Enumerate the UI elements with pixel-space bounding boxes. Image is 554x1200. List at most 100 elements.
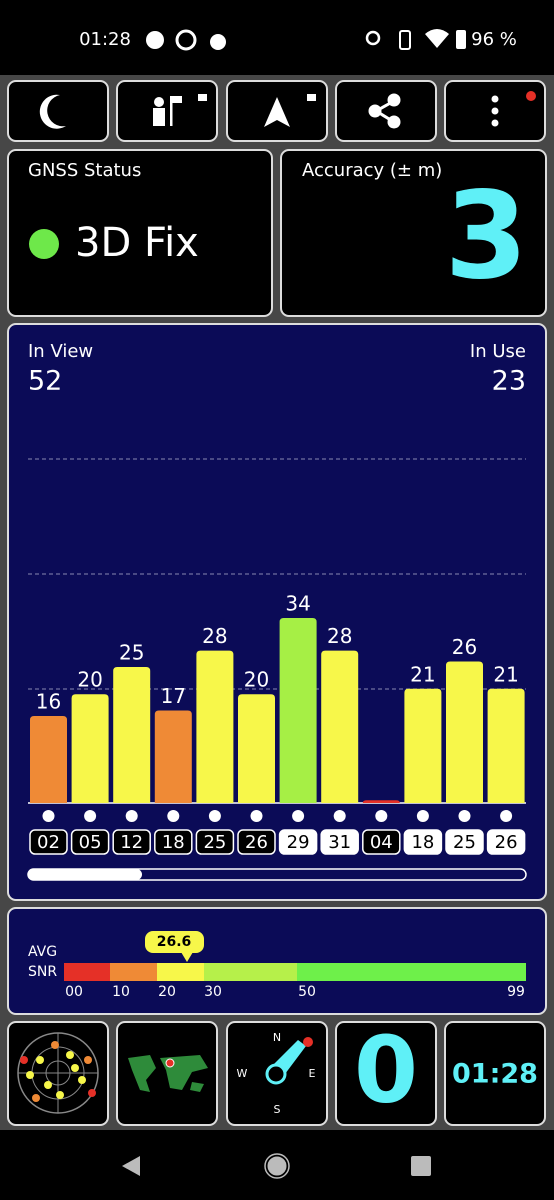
- satellite-dot: [167, 810, 180, 822]
- bar: [196, 650, 234, 803]
- compass-label: E: [309, 1067, 316, 1080]
- fix-indicator: [29, 229, 59, 259]
- avg-bubble: [145, 931, 204, 953]
- bar: [404, 688, 442, 803]
- value-label: 28: [202, 624, 227, 648]
- value-label: 21: [493, 662, 518, 686]
- prn-label: 04: [370, 832, 393, 853]
- prn-label: 31: [328, 832, 351, 853]
- moon-icon: [39, 94, 66, 129]
- prn-label: 12: [120, 832, 143, 853]
- in-view-label: In View: [28, 341, 93, 362]
- status-time: 01:28: [79, 29, 131, 50]
- in-use-value: 23: [492, 366, 526, 397]
- count-widget[interactable]: [335, 1021, 437, 1126]
- snr-scale-label: 10: [112, 984, 130, 1000]
- prn-label: 29: [287, 832, 310, 853]
- value-label: 25: [119, 641, 144, 665]
- value-label: 21: [410, 662, 435, 686]
- snr-scale-label: 00: [65, 984, 83, 1000]
- status-icon: [146, 31, 164, 49]
- value-label: 34: [285, 592, 310, 616]
- satellite-dot: [250, 810, 263, 822]
- prn-box: [112, 829, 151, 855]
- clock: 01:28: [452, 1059, 538, 1090]
- satellite-dot: [42, 810, 55, 822]
- prn-box: [320, 829, 359, 855]
- wifi-icon: [425, 29, 449, 48]
- status-icon: [210, 34, 226, 50]
- home-ring: [264, 1153, 290, 1179]
- snr-scale-labels: 00 10 20 30 50 99: [65, 984, 525, 1000]
- vibrate-icon: [399, 30, 411, 50]
- back-button[interactable]: [122, 1156, 140, 1176]
- value-label: 16: [36, 689, 61, 713]
- prn-box: [486, 829, 526, 855]
- home-button[interactable]: [264, 1153, 290, 1179]
- panel-title: Accuracy (± m): [302, 160, 442, 181]
- prn-label: 26: [245, 832, 268, 853]
- places-button[interactable]: [116, 80, 218, 142]
- avg-label: AVG: [28, 944, 57, 960]
- battery-level: 96 %: [471, 29, 517, 50]
- night-mode-button[interactable]: [7, 80, 109, 142]
- avg-value: 26.6: [157, 934, 192, 950]
- panel-title: GNSS Status: [28, 160, 141, 181]
- sky-plot: [17, 1032, 99, 1114]
- bar: [113, 667, 151, 803]
- prn-label: 05: [79, 832, 102, 853]
- satellite-dot: [333, 810, 346, 822]
- satellite-count: 0: [354, 1016, 418, 1123]
- share-button[interactable]: [335, 80, 437, 142]
- arrow-icon: [264, 97, 290, 127]
- value-label: 17: [161, 684, 186, 708]
- clock-widget[interactable]: [444, 1021, 546, 1126]
- satellite-dot: [125, 810, 138, 822]
- snr-segment: [297, 963, 526, 981]
- prn-box: [237, 829, 276, 855]
- in-use-label: In Use: [470, 341, 526, 362]
- grid: [28, 458, 526, 690]
- prn-label: 02: [37, 832, 60, 853]
- satellite-dot: [208, 810, 221, 822]
- menu-icon: [491, 95, 499, 127]
- scrollbar-thumb[interactable]: [28, 869, 142, 880]
- snr-scale-label: 99: [507, 984, 525, 1000]
- snr-scale-label: 30: [204, 984, 222, 1000]
- fix-status: 3D Fix: [75, 220, 199, 266]
- satellite-dot: [375, 810, 388, 822]
- prn-label: 25: [453, 832, 476, 853]
- satellite-dot: [500, 810, 513, 822]
- bars: 16 02 20 05 25 12 17 18 28 25 20 26 34 29 28 31 04 21 18 26…: [29, 592, 526, 855]
- bar: [238, 694, 275, 803]
- snr-panel: [7, 907, 547, 1015]
- toolbar: [7, 80, 546, 142]
- position-marker: [165, 1058, 175, 1068]
- compass-label: N: [273, 1031, 281, 1044]
- prn-box: [29, 829, 68, 855]
- in-view-value: 52: [28, 366, 62, 397]
- satellite-dot: [292, 810, 305, 822]
- satellite-dot: [84, 810, 97, 822]
- accuracy-panel: [280, 149, 547, 317]
- compass-dot: [303, 1037, 313, 1047]
- satellite-dot: [458, 810, 471, 822]
- bar: [154, 710, 192, 803]
- prn-box: [278, 829, 318, 855]
- recents-button[interactable]: [411, 1156, 431, 1176]
- prn-label: 18: [411, 832, 434, 853]
- bar: [362, 800, 400, 803]
- compass-center: [265, 1063, 287, 1085]
- bar: [321, 650, 359, 803]
- compass-label: W: [237, 1067, 248, 1080]
- bar: [279, 618, 317, 803]
- prn-box: [70, 829, 110, 855]
- snr-segment: [110, 963, 157, 981]
- status-icon: [175, 29, 197, 51]
- bar: [30, 715, 67, 803]
- value-label: 20: [244, 668, 269, 692]
- compass-label: S: [274, 1103, 281, 1116]
- bar: [71, 694, 109, 803]
